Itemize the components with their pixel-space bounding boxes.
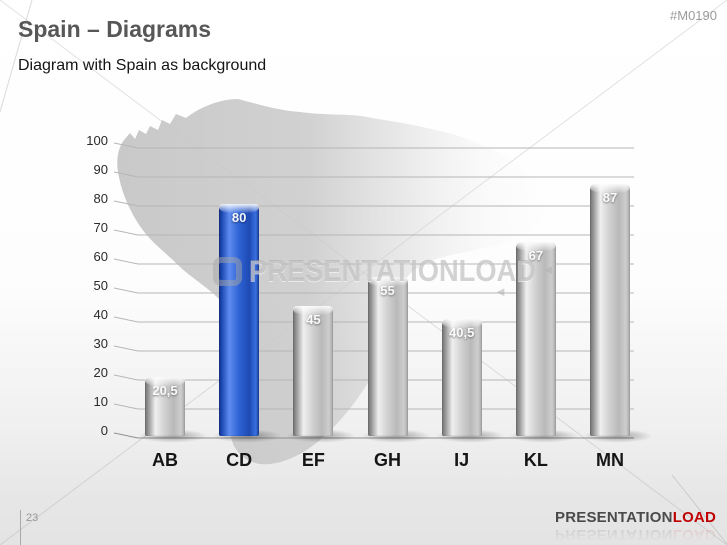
page-number: 23 bbox=[26, 512, 39, 524]
page-title: Spain – Diagrams bbox=[18, 16, 212, 42]
brand-logo-reflection: PRESENTATIONLOAD bbox=[555, 526, 716, 543]
category-label-IJ: IJ bbox=[454, 450, 470, 470]
y-tick-label: 0 bbox=[100, 423, 108, 438]
slide-code: #M0190 bbox=[670, 8, 717, 23]
brand-gray: PRESENTATION bbox=[555, 509, 673, 526]
brand-red: LOAD bbox=[672, 509, 716, 526]
gridline bbox=[113, 171, 634, 178]
bar-GH: 55 bbox=[367, 276, 408, 436]
category-label-EF: EF bbox=[301, 450, 325, 470]
y-tick-label: 80 bbox=[93, 191, 108, 206]
bar-value-label: 80 bbox=[231, 210, 247, 225]
page-subtitle: Diagram with Spain as background bbox=[18, 57, 267, 74]
category-label-CD: CD bbox=[226, 450, 253, 470]
y-tick-label: 90 bbox=[93, 162, 108, 177]
y-tick-label: 50 bbox=[93, 278, 108, 293]
y-tick-label: 100 bbox=[86, 133, 108, 148]
gridline bbox=[113, 142, 634, 149]
category-label-AB: AB bbox=[152, 450, 178, 470]
category-label-GH: GH bbox=[374, 450, 401, 470]
y-tick-label: 30 bbox=[93, 336, 108, 351]
gridline bbox=[113, 229, 634, 236]
y-tick-label: 40 bbox=[93, 307, 108, 322]
bar-value-label: 55 bbox=[380, 282, 395, 298]
bar-value-label: 67 bbox=[528, 247, 544, 263]
bar-KL: 67 bbox=[515, 241, 556, 436]
bar-value-label: 20,5 bbox=[152, 382, 178, 398]
category-label-KL: KL bbox=[523, 450, 548, 470]
bar-value-label: 87 bbox=[602, 189, 618, 205]
bar-EF: 45 bbox=[293, 305, 334, 436]
bar-IJ: 40,5 bbox=[441, 318, 482, 436]
watermark-d-logo-icon bbox=[213, 257, 242, 286]
footer-divider bbox=[20, 510, 21, 545]
y-tick-label: 70 bbox=[93, 220, 108, 235]
y-tick-label: 20 bbox=[93, 365, 108, 380]
watermark-arrow-icon: ◄ bbox=[542, 262, 555, 277]
bar-AB: 20,5 bbox=[145, 376, 185, 436]
bar-MN: 87 bbox=[590, 183, 631, 436]
brand-logo: PRESENTATIONLOAD bbox=[555, 509, 716, 526]
gridline bbox=[113, 287, 634, 294]
y-tick-label: 10 bbox=[93, 394, 108, 409]
bar-value-label: 40,5 bbox=[449, 324, 475, 340]
y-tick-label: 60 bbox=[93, 249, 108, 264]
bar-CD: 80 bbox=[219, 204, 260, 436]
watermark-arrow-icon: ◄ bbox=[494, 284, 507, 299]
gridline bbox=[113, 258, 634, 265]
gridline bbox=[113, 432, 634, 439]
category-label-MN: MN bbox=[596, 450, 625, 470]
watermark-text: PRESENTATIONLOAD bbox=[249, 253, 536, 288]
bar-value-label: 45 bbox=[306, 311, 321, 327]
gridline bbox=[113, 200, 634, 207]
